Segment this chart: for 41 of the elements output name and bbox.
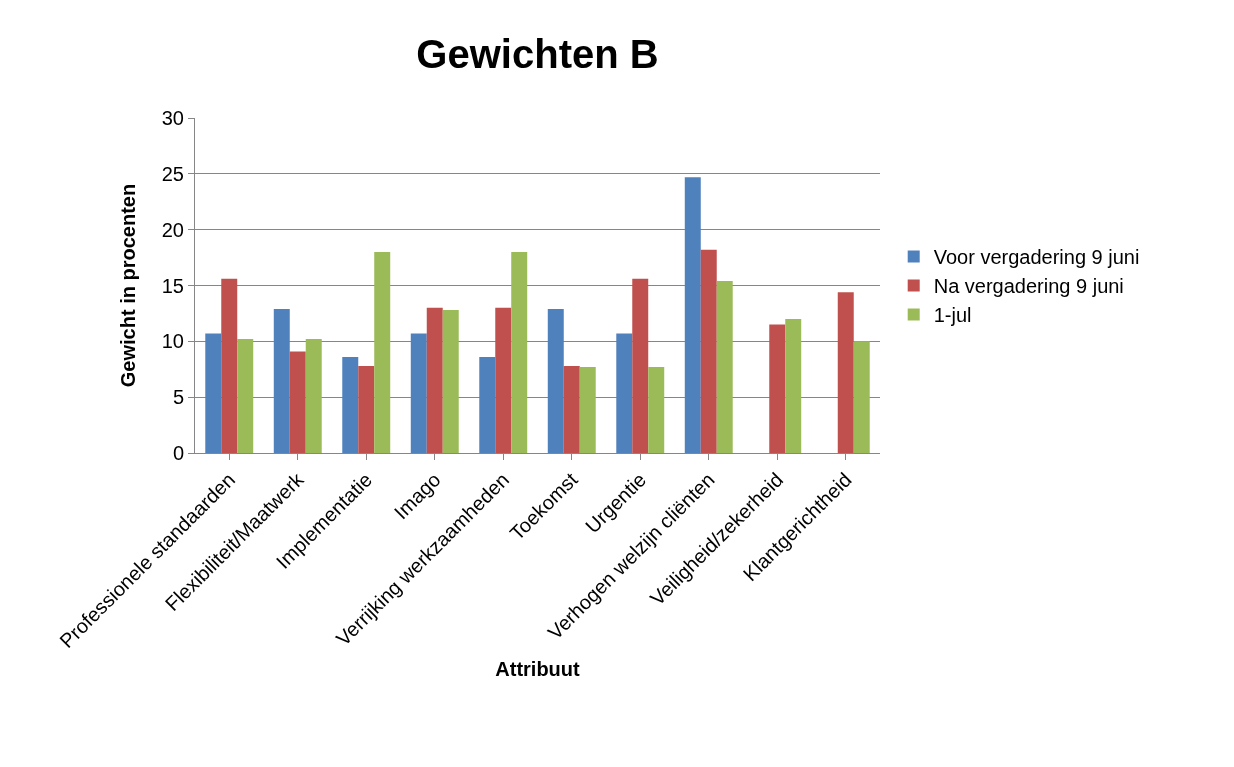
y-tick-label: 0 [172, 442, 184, 464]
x-axis-title: Attribuut [495, 657, 581, 680]
legend-label: Voor vergadering 9 juni [933, 246, 1140, 269]
y-tick-label: 5 [172, 386, 184, 409]
y-tick-label: 20 [161, 218, 184, 241]
bar [289, 351, 306, 453]
bar [426, 307, 443, 453]
bar [305, 339, 322, 453]
bar [563, 365, 580, 453]
bar [579, 367, 596, 453]
bar [785, 319, 802, 453]
bar [237, 339, 254, 453]
bar [442, 310, 459, 453]
bar [716, 281, 733, 453]
bar [853, 341, 870, 453]
legend-label: 1-jul [933, 304, 972, 327]
bar [684, 177, 701, 453]
bar [837, 292, 854, 453]
bar [547, 308, 564, 453]
bar [648, 367, 665, 453]
legend-label: Na vergadering 9 juni [933, 275, 1124, 298]
y-tick-label: 15 [161, 274, 184, 297]
bar [479, 356, 496, 453]
y-tick-label: 10 [161, 330, 184, 353]
chart-title: Gewichten B [416, 31, 659, 76]
y-axis-title: Gewicht in procenten [117, 183, 140, 388]
bar [632, 278, 649, 453]
bar [769, 324, 786, 453]
bar [495, 307, 512, 453]
bar [374, 252, 391, 453]
bar [616, 333, 633, 453]
bar [273, 308, 290, 453]
bar [410, 333, 427, 453]
bar [221, 278, 238, 453]
y-tick-label: 30 [161, 107, 184, 129]
bar [700, 249, 717, 453]
y-tick-label: 25 [161, 162, 184, 185]
bar [205, 333, 222, 453]
bar [511, 252, 528, 453]
bar [358, 365, 375, 453]
bar [342, 356, 359, 453]
